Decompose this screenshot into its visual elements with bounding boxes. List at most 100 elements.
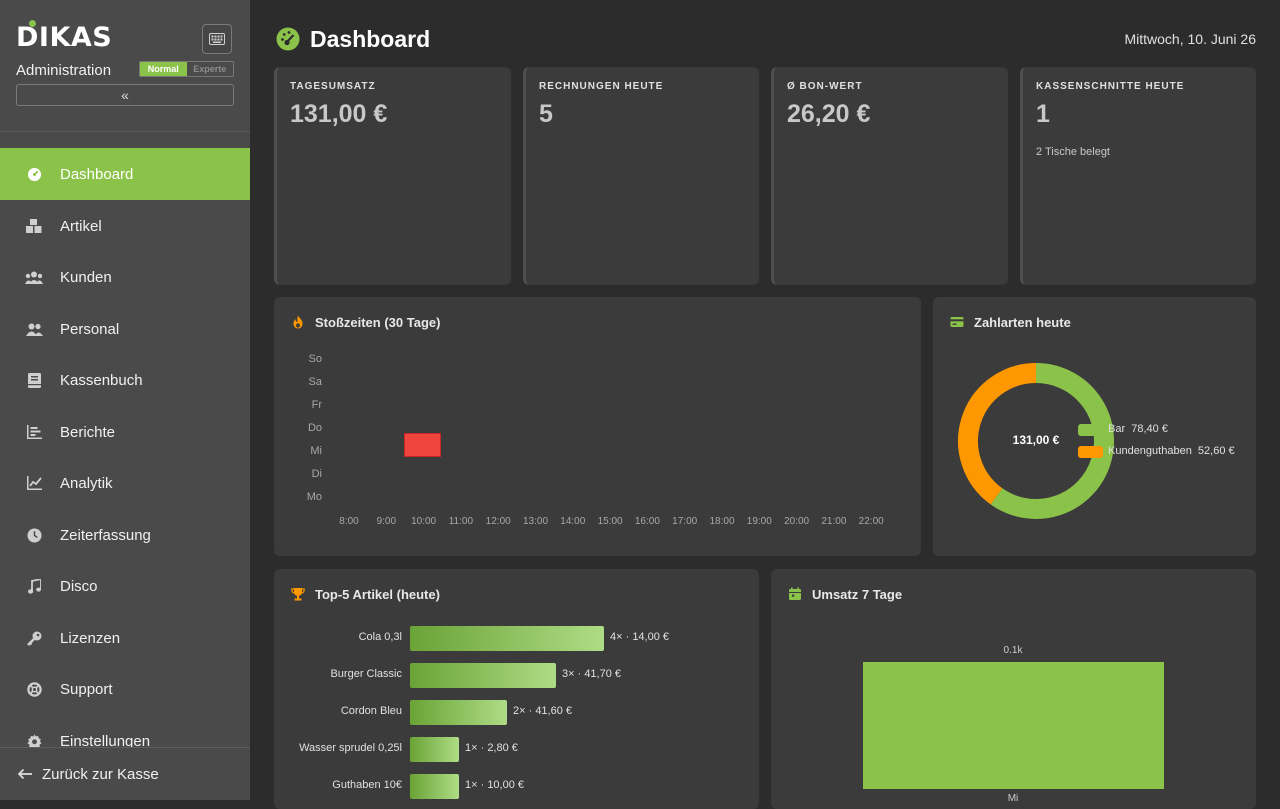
- admin-label: Administration: [16, 62, 112, 79]
- top5-item-name: Burger Classic: [330, 668, 402, 680]
- main-content: Dashboard Mittwoch, 10. Juni 26 TAGESUMS…: [250, 0, 1280, 809]
- week-bar-label: 0.1k: [1003, 645, 1023, 656]
- chevrons-left-icon: «: [121, 87, 129, 103]
- line-chart-icon: [25, 474, 43, 492]
- top5-item-name: Wasser sprudel 0,25l: [299, 742, 402, 754]
- stat-label: Ø BON-WERT: [787, 81, 863, 92]
- legend-entry: Kundenguthaben 52,60 €: [1108, 445, 1235, 457]
- week-bar: [863, 662, 1164, 789]
- sidebar-item-lizenzen[interactable]: Lizenzen: [0, 612, 250, 664]
- donut-total: 131,00 €: [1012, 433, 1060, 447]
- top5-item-name: Cola 0,3l: [358, 631, 402, 643]
- lifebuoy-icon: [25, 680, 43, 698]
- mode-switch: Normal Experte: [139, 61, 234, 77]
- heatmap-hour-label: 18:00: [709, 516, 735, 527]
- sidebar-item-label: Berichte: [60, 423, 116, 441]
- sidebar-item-kassenbuch[interactable]: Kassenbuch: [0, 354, 250, 406]
- dashboard-icon: [276, 27, 300, 51]
- top5-bar-value: 1× · 10,00 €: [465, 779, 525, 791]
- gear-icon: [25, 732, 43, 747]
- heatmap-hour-label: 19:00: [746, 516, 772, 527]
- logo: DIKAS: [16, 22, 113, 53]
- sidebar-item-disco[interactable]: Disco: [0, 560, 250, 612]
- sidebar-item-label: Kassenbuch: [60, 371, 143, 389]
- sidebar-item-label: Zeiterfassung: [60, 526, 151, 544]
- stat-value: 131,00 €: [290, 100, 388, 128]
- top5-bar[interactable]: [410, 774, 459, 799]
- sidebar-item-label: Support: [60, 680, 113, 698]
- fire-icon: [293, 315, 303, 329]
- top5-item-name: Cordon Bleu: [340, 705, 402, 717]
- top5-bar[interactable]: [410, 663, 556, 688]
- users-icon: [25, 268, 43, 286]
- sidebar-item-einstellungen[interactable]: Einstellungen: [0, 715, 250, 747]
- music-icon: [25, 577, 43, 595]
- sidebar-item-artikel[interactable]: Artikel: [0, 200, 250, 252]
- staff-icon: [25, 320, 43, 338]
- sidebar-item-kunden[interactable]: Kunden: [0, 251, 250, 303]
- calendar-icon: [789, 587, 801, 600]
- sidebar-item-label: Personal: [60, 320, 120, 338]
- top5-bar[interactable]: [410, 626, 604, 651]
- sidebar-item-personal[interactable]: Personal: [0, 303, 250, 355]
- sidebar-item-berichte[interactable]: Berichte: [0, 406, 250, 458]
- heatmap-day-label: Fr: [311, 399, 322, 411]
- keyboard-button[interactable]: [202, 24, 232, 54]
- legend-swatch: [1078, 446, 1103, 458]
- heatmap-hour-label: 10:00: [411, 516, 437, 527]
- heatmap-cell[interactable]: [403, 433, 441, 457]
- heatmap-hour-label: 22:00: [858, 516, 884, 527]
- payments-donut: [958, 363, 1114, 519]
- back-to-register-button[interactable]: Zurück zur Kasse: [0, 747, 250, 800]
- stat-subtext: 2 Tische belegt: [1036, 146, 1110, 158]
- donut-slice-0[interactable]: [990, 363, 1114, 519]
- top5-bar-value: 3× · 41,70 €: [562, 668, 622, 680]
- mode-normal-button[interactable]: Normal: [140, 62, 187, 76]
- heatmap-title: Stoßzeiten (30 Tage): [315, 315, 441, 330]
- sidebar-item-label: Dashboard: [60, 165, 134, 183]
- logo-dot: [29, 20, 36, 27]
- stat-label: RECHNUNGEN HEUTE: [539, 81, 664, 92]
- boxes-icon: [25, 217, 43, 235]
- week-title: Umsatz 7 Tage: [812, 587, 903, 602]
- mode-expert-button[interactable]: Experte: [193, 64, 227, 74]
- heatmap-day-label: So: [308, 353, 322, 365]
- payments-title: Zahlarten heute: [974, 315, 1071, 330]
- sidebar: DIKAS Administration Normal Experte « Da…: [0, 0, 250, 800]
- sidebar-item-label: Einstellungen: [60, 732, 151, 748]
- heatmap-hour-label: 13:00: [522, 516, 549, 527]
- sidebar-item-label: Disco: [60, 577, 98, 595]
- stat-value: 5: [539, 100, 553, 128]
- sidebar-item-support[interactable]: Support: [0, 663, 250, 715]
- sidebar-item-zeiterfassung[interactable]: Zeiterfassung: [0, 509, 250, 561]
- page-title: Dashboard: [310, 26, 431, 52]
- sidebar-item-label: Artikel: [60, 217, 102, 235]
- heatmap-hour-label: 14:00: [560, 516, 586, 527]
- collapse-sidebar-button[interactable]: «: [16, 84, 234, 106]
- trophy-icon: [291, 588, 305, 601]
- arrow-left-icon: [17, 768, 32, 780]
- sidebar-item-label: Lizenzen: [60, 629, 121, 647]
- heatmap-day-label: Do: [307, 422, 322, 434]
- legend-entry: Bar 78,40 €: [1108, 423, 1168, 435]
- book-icon: [25, 371, 43, 389]
- top5-bar[interactable]: [410, 737, 459, 762]
- stat-value: 26,20 €: [787, 100, 871, 128]
- top5-bar[interactable]: [410, 700, 507, 725]
- payments-card: Zahlarten heute 131,00 € Bar 78,40 € Kund…: [933, 297, 1256, 556]
- sidebar-item-dashboard[interactable]: Dashboard: [0, 148, 250, 200]
- credit-card-icon: [950, 317, 964, 327]
- heatmap-hour-label: 11:00: [448, 516, 474, 527]
- top5-bar-value: 2× · 41,60 €: [513, 705, 573, 717]
- sidebar-item-analytik[interactable]: Analytik: [0, 457, 250, 509]
- week-card: Umsatz 7 Tage 0.1k Mi: [771, 569, 1256, 809]
- heatmap-hour-label: 12:00: [485, 516, 511, 527]
- top5-card: Top-5 Artikel (heute) Cola 0,3l 4× · 14,0…: [274, 569, 759, 809]
- stat-card-rechnungen: RECHNUNGEN HEUTE 5: [523, 67, 759, 285]
- heatmap-hour-label: 9:00: [376, 516, 397, 527]
- donut-slice-1[interactable]: [958, 363, 1037, 505]
- heatmap-day-label: Mo: [306, 491, 322, 503]
- current-date: Mittwoch, 10. Juni 26: [1124, 31, 1256, 47]
- heatmap-hour-label: 17:00: [672, 516, 698, 527]
- sidebar-nav: Dashboard Artikel Kunden Personal Kassen…: [0, 148, 250, 747]
